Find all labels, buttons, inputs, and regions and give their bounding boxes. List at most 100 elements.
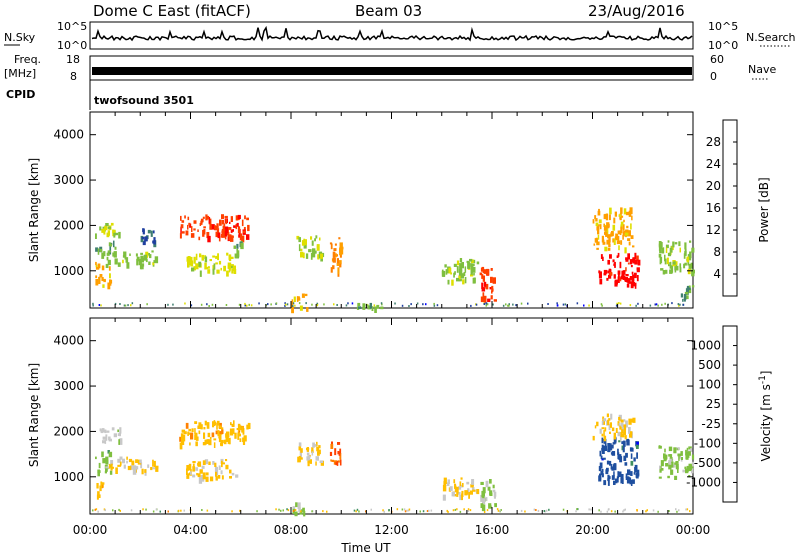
data-cell [627,262,630,265]
data-cell [443,481,446,488]
data-cell [199,253,202,258]
data-cell [214,225,218,231]
data-cell [456,260,460,266]
data-cell [104,429,107,434]
data-cell [213,263,216,270]
ground-scatter-cell [456,508,458,511]
data-cell [118,439,120,445]
data-cell [595,218,598,222]
ground-scatter-cell [145,508,147,511]
data-cell [617,252,620,257]
ground-scatter-cell [159,510,161,513]
ground-scatter-cell [131,302,134,305]
data-cell [99,226,102,231]
data-cell [357,302,361,306]
data-cell [596,247,599,250]
data-cell [623,455,627,461]
ground-scatter-cell [622,510,624,513]
data-cell [609,234,613,237]
data-cell [231,472,235,476]
data-cell [109,470,113,475]
data-cell [622,234,624,240]
ground-scatter-cell [598,509,600,512]
data-cell [489,505,492,509]
data-cell [457,492,461,495]
data-cell [190,233,195,238]
data-cell [113,240,115,248]
beam-title: Beam 03 [355,2,422,20]
data-cell [617,421,620,426]
data-cell [691,468,694,474]
ground-scatter-cell [127,304,129,307]
data-cell [194,432,198,437]
data-cell [633,457,636,462]
data-cell [221,429,224,434]
ground-scatter-cell [180,509,182,512]
data-cell [218,465,221,470]
data-cell [204,262,207,270]
ground-scatter-cell [422,303,424,306]
data-cell [182,434,186,442]
nsearch-bottom-tick: 10^0 [708,39,738,52]
data-cell [670,266,674,273]
ground-scatter-cell [244,302,246,305]
data-cell [216,269,220,274]
data-cell [329,242,333,245]
data-cell [150,230,153,237]
data-cell [337,451,340,455]
data-cell [102,458,105,464]
data-cell [604,427,607,432]
data-cell [212,461,215,465]
data-cell [192,474,196,478]
data-cell [603,430,605,437]
data-cell [471,479,475,485]
data-region [291,293,309,314]
data-cell [221,219,224,225]
data-cell [661,468,664,471]
colorbar-tick-label: -500 [694,456,721,470]
ground-scatter-cell [678,509,680,512]
data-cell [102,278,106,281]
data-cell [618,416,621,421]
data-cell [684,262,687,266]
data-cell [672,241,675,248]
data-cell [203,226,206,229]
data-cell [470,263,474,271]
data-cell [298,237,301,243]
ground-scatter-cell [152,510,155,513]
data-cell [100,481,103,488]
data-cell [634,467,638,473]
data-cell [458,486,462,490]
data-cell [667,475,670,479]
ground-scatter-cell [401,304,404,307]
data-cell [617,471,620,479]
data-cell [152,262,155,266]
data-cell [194,434,197,440]
data-cell [665,269,668,274]
ground-scatter-cell [533,508,536,511]
data-cell [625,473,628,479]
data-cell [599,224,602,230]
data-cell [211,224,215,230]
data-cell [609,254,612,259]
data-cell [202,216,205,219]
data-cell [691,464,694,469]
data-cell [483,295,487,303]
data-cell [621,441,624,445]
ground-scatter-cell [388,509,390,511]
data-cell [442,484,447,492]
ground-scatter-cell [686,508,689,511]
data-cell [367,305,371,310]
ground-scatter-cell [419,510,421,513]
ground-scatter-cell [206,509,209,512]
data-cell [221,229,226,232]
ground-scatter-cell [142,508,144,511]
data-cell [246,234,250,240]
data-cell [224,230,228,237]
ground-scatter-cell [535,509,537,511]
data-cell [623,419,626,422]
nave-bottom-tick: 0 [710,70,717,83]
data-region [480,479,497,512]
data-cell [104,470,107,474]
data-cell [133,465,137,469]
